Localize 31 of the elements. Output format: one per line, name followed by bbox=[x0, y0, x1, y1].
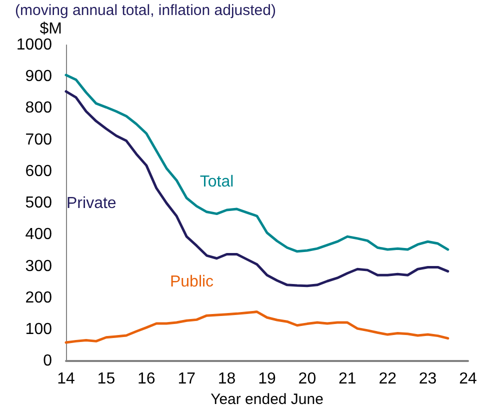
x-axis-title: Year ended June bbox=[210, 391, 324, 408]
y-tick-label: 0 bbox=[43, 352, 52, 370]
x-tick-label: 20 bbox=[298, 370, 316, 388]
chart-subtitle: (moving annual total, inflation adjusted) bbox=[15, 2, 276, 19]
y-tick-label: 100 bbox=[25, 320, 52, 338]
x-tick-label: 17 bbox=[178, 370, 196, 388]
y-tick-label: 900 bbox=[25, 68, 52, 86]
y-tick-label: 1000 bbox=[16, 36, 52, 54]
y-tick-label: 500 bbox=[25, 194, 52, 212]
series-label: Total bbox=[200, 173, 234, 190]
x-tick-label: 16 bbox=[138, 370, 156, 388]
line-series bbox=[64, 90, 450, 288]
y-tick-label: 700 bbox=[25, 131, 52, 148]
x-tick-label: 22 bbox=[378, 370, 397, 388]
y-tick-label: 200 bbox=[25, 289, 52, 306]
x-tick-label: 18 bbox=[218, 370, 236, 388]
y-tick-label: 400 bbox=[25, 226, 52, 244]
x-tick-label: 19 bbox=[258, 370, 276, 388]
y-tick-label: 300 bbox=[25, 258, 52, 275]
y-tick-label: 600 bbox=[25, 162, 52, 180]
x-tick-label: 21 bbox=[338, 370, 356, 388]
y-tick-label: 800 bbox=[25, 100, 52, 117]
x-tick-label: 15 bbox=[97, 370, 116, 388]
line-series bbox=[64, 310, 450, 344]
y-axis-title: $M bbox=[40, 20, 62, 38]
line-series bbox=[64, 74, 450, 253]
series-label: Public bbox=[170, 273, 214, 290]
x-tick-label: 24 bbox=[459, 370, 477, 388]
x-tick-label: 23 bbox=[418, 370, 437, 388]
x-tick-label: 14 bbox=[57, 370, 75, 388]
text: Private bbox=[66, 194, 116, 212]
